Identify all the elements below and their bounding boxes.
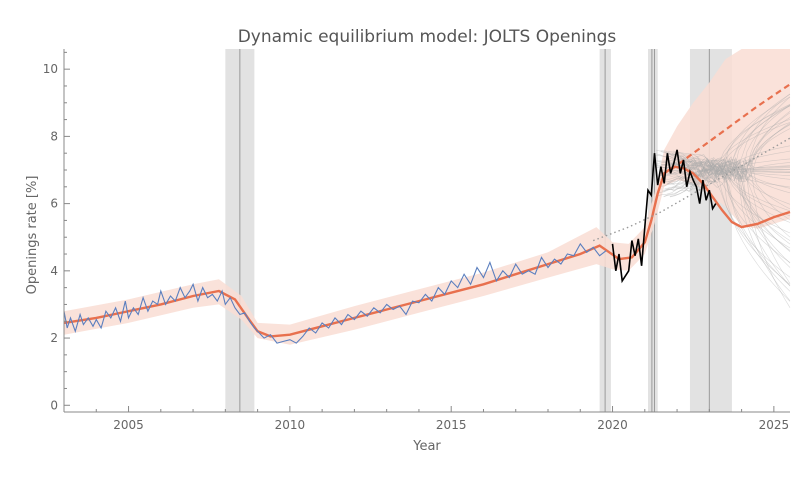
forecast-path-32	[663, 168, 791, 301]
forecast-path-40	[668, 157, 791, 182]
confidence-band-layer	[64, 49, 790, 345]
forecast-path-0	[654, 153, 791, 249]
confidence-band	[64, 49, 790, 345]
x-tick-label-2005: 2005	[113, 418, 144, 432]
forecast-path-57	[668, 160, 791, 238]
forecast-path-36	[657, 158, 791, 182]
forecast-path-49	[655, 96, 791, 178]
y-tick-label-10: 10	[43, 62, 58, 76]
forecast-path-41	[665, 110, 791, 182]
y-axis-label: Openings rate [%]	[25, 176, 40, 295]
series-trend	[592, 137, 791, 242]
forecast-path-31	[655, 96, 791, 178]
x-tick-label-2025: 2025	[759, 418, 790, 432]
forecast-path-24	[670, 162, 791, 212]
forecast-path-15	[672, 150, 791, 234]
forecast-path-55	[670, 150, 791, 198]
forecast-path-46	[661, 151, 791, 181]
forecast-path-7	[667, 158, 791, 263]
forecast-path-44	[667, 105, 791, 180]
forecast-path-12	[659, 93, 791, 180]
forecast-path-23	[655, 128, 791, 198]
series-layer	[63, 83, 791, 344]
y-tick-label-0: 0	[50, 398, 58, 412]
x-tick-label-2010: 2010	[275, 418, 306, 432]
forecast-path-51	[661, 163, 791, 221]
x-tick-label-2020: 2020	[597, 418, 628, 432]
forecast-path-13	[657, 159, 791, 252]
forecast-path-1	[655, 157, 791, 210]
forecast-path-17	[667, 155, 791, 287]
x-axis-label: Year	[412, 439, 441, 454]
forecast-path-28	[662, 170, 791, 278]
forecast-path-22	[673, 163, 791, 181]
forecast-path-25	[668, 122, 791, 184]
forecast-path-9	[660, 93, 791, 175]
y-tick-label-8: 8	[50, 129, 58, 143]
forecast-path-38	[663, 166, 791, 285]
forecast-path-48	[667, 117, 791, 182]
forecast-path-30	[656, 123, 791, 184]
forecast-path-47	[654, 159, 791, 189]
forecast-path-20	[669, 112, 791, 181]
series-data	[63, 242, 607, 344]
forecast-path-37	[664, 166, 791, 197]
forecast-path-14	[673, 156, 791, 171]
shaded-region-2	[648, 49, 658, 412]
forecast-path-35	[669, 161, 791, 287]
forecast-path-26	[670, 124, 791, 176]
forecast-path-16	[672, 158, 791, 175]
forecast-path-27	[665, 152, 791, 188]
y-tick-label-6: 6	[50, 197, 58, 211]
chart-title: Dynamic equilibrium model: JOLTS Opening…	[238, 27, 617, 47]
x-tick-label-2015: 2015	[436, 418, 467, 432]
recession-shading-layer	[225, 49, 732, 412]
y-tick-label-2: 2	[50, 331, 58, 345]
forecast-path-39	[671, 158, 791, 251]
axes-layer: 2005 2010 2015 2020 2025 0 2 4 6 8 10	[43, 49, 790, 432]
forecast-path-59	[663, 157, 791, 302]
forecast-paths-layer	[654, 93, 791, 308]
forecast-path-52	[672, 159, 791, 180]
forecast-path-19	[659, 160, 791, 187]
series-model-forecast	[669, 83, 791, 171]
series-data-recent	[611, 149, 717, 284]
y-tick-label-4: 4	[50, 264, 58, 278]
forecast-path-5	[655, 149, 791, 264]
